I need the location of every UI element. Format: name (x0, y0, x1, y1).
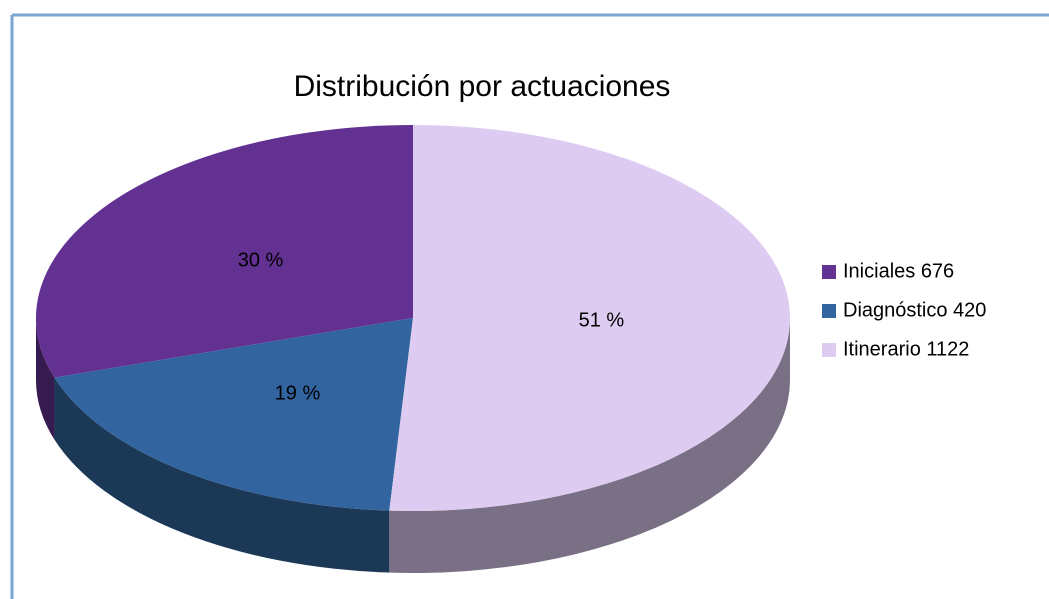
data-label: 19 % (275, 383, 321, 405)
slice (54, 318, 414, 511)
slice (389, 125, 790, 511)
legend-label: Diagnóstico 420 (843, 299, 986, 321)
legend-swatch (822, 304, 836, 318)
legend-label: Iniciales 676 (843, 260, 954, 282)
slice-side (54, 377, 390, 573)
data-label: 30 % (238, 250, 284, 272)
slice (35, 125, 414, 378)
slice-side (389, 318, 790, 573)
legend-swatch (822, 265, 836, 279)
legend-label: Itinerario 1122 (843, 338, 969, 360)
chart-title: Distribución por actuaciones (294, 70, 671, 103)
data-label: 51 % (579, 309, 625, 331)
slice-side (36, 318, 55, 440)
legend-swatch (822, 343, 836, 357)
